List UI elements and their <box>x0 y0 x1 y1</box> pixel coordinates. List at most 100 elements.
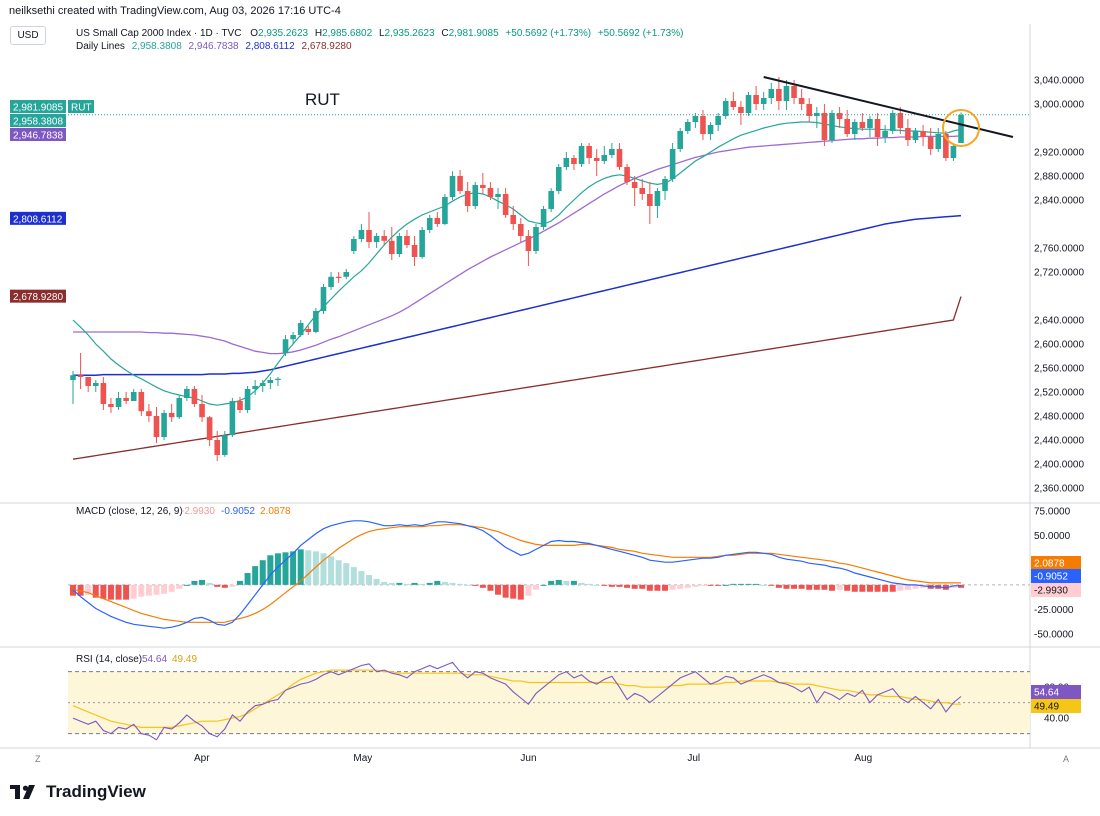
candle-body <box>730 101 737 107</box>
macd-histogram-bar <box>130 584 137 599</box>
candle-body <box>335 276 342 278</box>
currency-button[interactable]: USD <box>10 26 46 45</box>
ohlc-high: 2,985.6802 <box>322 28 373 39</box>
rsi-badge-bg <box>1031 685 1081 699</box>
candle-body <box>768 89 775 98</box>
candle-body <box>677 131 683 149</box>
candle-body <box>609 149 615 155</box>
macd-histogram-bar <box>183 584 190 586</box>
macd-histogram-bar <box>806 584 813 590</box>
macd-badge: 2.0878 <box>1034 559 1065 570</box>
ma-mid-line <box>73 135 962 355</box>
macd-histogram-bar <box>768 584 775 586</box>
rsi-line <box>72 661 962 741</box>
ohlc-open: 2,935.2623 <box>258 28 309 39</box>
macd-axis-tick: -25.0000 <box>1034 605 1074 616</box>
macd-histogram-bar <box>525 584 532 596</box>
macd-histogram-bar <box>601 584 608 586</box>
rsi-axis-tick: 40.00 <box>1044 714 1069 725</box>
candle-body <box>510 215 517 224</box>
macd-histogram-bar <box>563 580 570 585</box>
macd-histogram-bar <box>829 584 835 591</box>
time-axis-left-marker: Z <box>35 754 41 764</box>
candle-body <box>457 176 463 191</box>
symbol-badge: RUT <box>71 103 92 114</box>
macd-histogram-bar <box>821 584 828 590</box>
candle-body <box>593 158 600 161</box>
candle-body <box>411 245 418 257</box>
macd-histogram-bar <box>912 584 919 589</box>
macd-histogram-bar <box>677 584 684 589</box>
price-axis-tick: 2,560.0000 <box>1034 364 1084 375</box>
macd-histogram-bar <box>616 584 623 587</box>
candle-body <box>722 101 729 116</box>
macd-histogram-bar <box>791 584 798 589</box>
macd-histogram-bar <box>305 550 312 585</box>
price-axis-tick: 2,480.0000 <box>1034 412 1084 423</box>
left-badge-bg <box>10 211 66 225</box>
macd-histogram-bar <box>760 584 767 586</box>
ohlc-change: +50.5692 (+1.73%) <box>505 28 592 39</box>
macd-histogram-bar <box>396 582 403 585</box>
daily-lines-label: Daily Lines <box>76 41 125 52</box>
macd-histogram-bar <box>495 584 502 595</box>
macd-histogram-bar <box>897 584 904 591</box>
candle-body <box>434 218 441 224</box>
daily-line-value-4: 2,678.9280 <box>301 41 352 52</box>
candle-body <box>267 380 274 383</box>
price-axis-tick: 2,840.0000 <box>1034 196 1084 207</box>
candle-body <box>206 417 213 440</box>
ohlc-c-label: C <box>441 28 449 39</box>
price-axis-tick: 2,880.0000 <box>1034 172 1084 183</box>
candle-body <box>92 383 99 386</box>
tradingview-brand: TradingView <box>46 782 146 801</box>
macd-histogram-bar <box>312 551 319 585</box>
macd-histogram-bar <box>593 584 600 586</box>
candle-body <box>351 239 357 251</box>
macd-histogram-bar <box>434 580 441 585</box>
macd-histogram-bar <box>608 584 615 587</box>
macd-histogram-bar <box>138 584 145 597</box>
candle-body <box>184 389 190 398</box>
ma-200-line <box>72 296 962 460</box>
candle-body <box>806 104 813 116</box>
candle-body <box>753 95 759 104</box>
macd-histogram-bar <box>100 584 107 599</box>
price-axis-tick: 2,400.0000 <box>1034 460 1084 471</box>
candle-body <box>290 335 296 340</box>
left-badge-bg <box>10 114 66 127</box>
candle-body <box>851 122 858 134</box>
macd-histogram-bar <box>813 584 820 590</box>
macd-histogram-bar <box>403 583 410 585</box>
candle-body <box>419 230 425 257</box>
candle-body <box>305 329 312 332</box>
macd-histogram-bar <box>191 580 198 585</box>
candle-body <box>222 435 228 455</box>
macd-histogram-bar <box>373 578 380 585</box>
candle-body <box>821 113 828 140</box>
candle-body <box>381 236 387 241</box>
macd-histogram-bar <box>274 553 281 585</box>
candle-body <box>935 134 942 149</box>
macd-histogram-bar <box>570 580 577 585</box>
candle-body <box>905 128 911 140</box>
macd-histogram-bar <box>350 567 357 585</box>
candle-body <box>867 119 873 128</box>
macd-badge: -0.9052 <box>1034 572 1068 583</box>
rsi-badge: 49.49 <box>1034 702 1059 713</box>
candle-body <box>882 131 888 137</box>
macd-histogram-bar <box>282 552 289 585</box>
macd-histogram-bar <box>115 584 122 600</box>
macd-histogram-bar <box>244 573 251 585</box>
ohlc-low: 2,935.2623 <box>384 28 435 39</box>
price-axis-tick: 2,760.0000 <box>1034 244 1084 255</box>
candle-body <box>639 188 646 194</box>
macd-histogram-bar <box>874 584 881 592</box>
candle-body <box>153 416 160 437</box>
candle-body <box>442 197 448 224</box>
macd-histogram-bar <box>958 584 965 588</box>
candle-body <box>366 230 372 242</box>
candle-body <box>958 114 964 143</box>
candle-body <box>707 125 714 134</box>
